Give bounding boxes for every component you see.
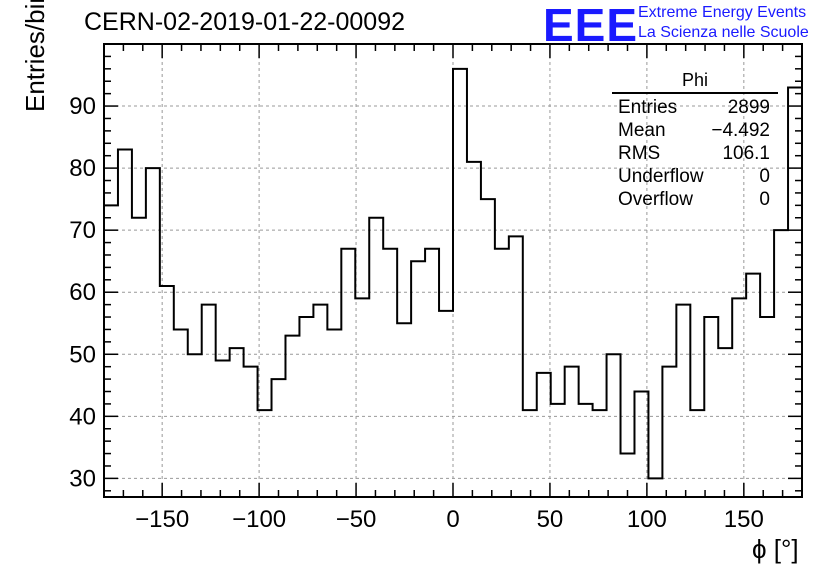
y-tick-label: 40 [69, 403, 96, 430]
stats-label: Entries [618, 97, 678, 118]
stats-value: −4.492 [711, 120, 770, 141]
stats-label: RMS [618, 143, 661, 164]
x-axis-label: ϕ [°] [752, 534, 799, 564]
histogram-line [104, 67, 802, 480]
stats-value: 0 [759, 189, 770, 210]
eee-logo: EEE [543, 0, 639, 51]
x-tick-label: 100 [627, 506, 667, 533]
stats-box-title: Phi [612, 70, 778, 94]
y-tick-label: 30 [69, 465, 96, 492]
x-tick-label: −100 [232, 506, 286, 533]
x-tick-label: 150 [724, 506, 764, 533]
x-tick-labels: −150 −100 −50 0 50 100 150 [135, 506, 764, 533]
x-tick-label: 0 [446, 506, 459, 533]
y-tick-labels: 30 40 50 60 70 80 90 [69, 93, 96, 492]
stats-box: Phi Entries 2899 Mean −4.492 RMS 106.1 Unde… [612, 70, 778, 211]
stats-value: 106.1 [722, 143, 770, 164]
axis-ticks [103, 43, 803, 497]
stats-label: Underflow [618, 166, 704, 187]
y-tick-label: 60 [69, 279, 96, 306]
x-tick-label: −150 [135, 506, 189, 533]
stats-label: Mean [618, 120, 666, 141]
chart-title: CERN-02-2019-01-22-00092 [84, 8, 406, 36]
stats-row: Mean −4.492 [612, 119, 778, 142]
stats-row: RMS 106.1 [612, 142, 778, 165]
y-tick-label: 70 [69, 217, 96, 244]
stats-label: Overflow [618, 189, 693, 210]
logo-subtitle-line1: Extreme Energy Events [638, 4, 807, 21]
x-tick-label: 50 [537, 506, 564, 533]
x-tick-label: −50 [336, 506, 377, 533]
logo-subtitle-line2: La Scienza nelle Scuole [638, 24, 809, 41]
stats-value: 2899 [727, 97, 770, 118]
stats-row: Overflow 0 [612, 188, 778, 211]
stats-row: Underflow 0 [612, 165, 778, 188]
y-tick-label: 90 [69, 93, 96, 120]
stats-row: Entries 2899 [612, 96, 778, 119]
y-tick-label: 50 [69, 341, 96, 368]
stats-value: 0 [759, 166, 770, 187]
y-tick-label: 80 [69, 155, 96, 182]
